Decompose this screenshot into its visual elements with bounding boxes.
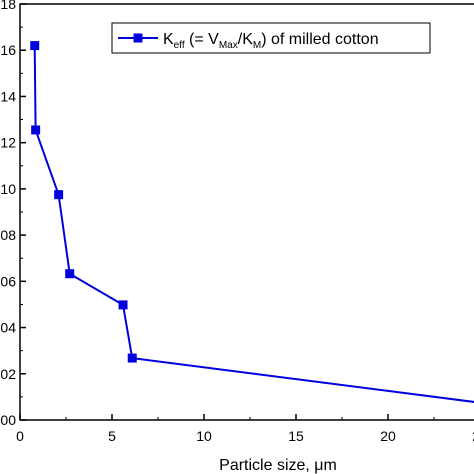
legend-k-sub: eff (174, 40, 185, 51)
y-tick-label: .18 (0, 0, 16, 12)
y-tick-label: .04 (0, 320, 16, 336)
legend-tail: ) of milled cotton (261, 31, 378, 48)
legend-box (111, 22, 431, 54)
data-point (54, 190, 64, 200)
y-axis-ticks: .00 .02 .04 .06 .08 .10 .12 .14 .16 .18 (0, 0, 26, 428)
x-tick-label: 25 (472, 428, 474, 444)
legend-slash-k: /K (238, 31, 253, 48)
data-point (127, 353, 137, 363)
legend-marker (133, 33, 143, 43)
data-point (31, 125, 41, 135)
y-tick-label: .12 (0, 135, 16, 151)
y-tick-label: .16 (0, 42, 16, 58)
y-tick-label: .08 (0, 227, 16, 243)
x-tick-label: 15 (288, 428, 304, 444)
data-point (118, 300, 128, 310)
legend-label: Keff (= VMax/KM) of milled cotton (163, 31, 379, 51)
series-layer (30, 41, 474, 403)
x-axis-title: Particle size, μm (219, 457, 337, 474)
y-tick-label: .10 (0, 181, 16, 197)
y-tick-label: .00 (0, 412, 16, 428)
y-tick-label: .02 (0, 366, 16, 382)
x-tick-label: 20 (380, 428, 396, 444)
legend-paren-open: (= V (185, 31, 220, 48)
legend-k: K (163, 31, 174, 48)
x-axis-ticks: 0 5 10 15 20 25 (16, 414, 474, 444)
legend-v-sub: Max (219, 40, 238, 51)
data-point (30, 41, 40, 51)
plot-border (19, 3, 474, 421)
plot-frame (19, 3, 474, 421)
x-tick-label: 10 (196, 428, 212, 444)
x-tick-label: 0 (16, 428, 24, 444)
y-tick-label: .06 (0, 273, 16, 289)
y-tick-label: .14 (0, 88, 16, 104)
series-line (33, 45, 474, 403)
legend: Keff (= VMax/KM) of milled cotton (111, 22, 431, 54)
legend-km-sub: M (253, 40, 261, 51)
data-point (65, 269, 75, 279)
x-tick-label: 5 (108, 428, 116, 444)
